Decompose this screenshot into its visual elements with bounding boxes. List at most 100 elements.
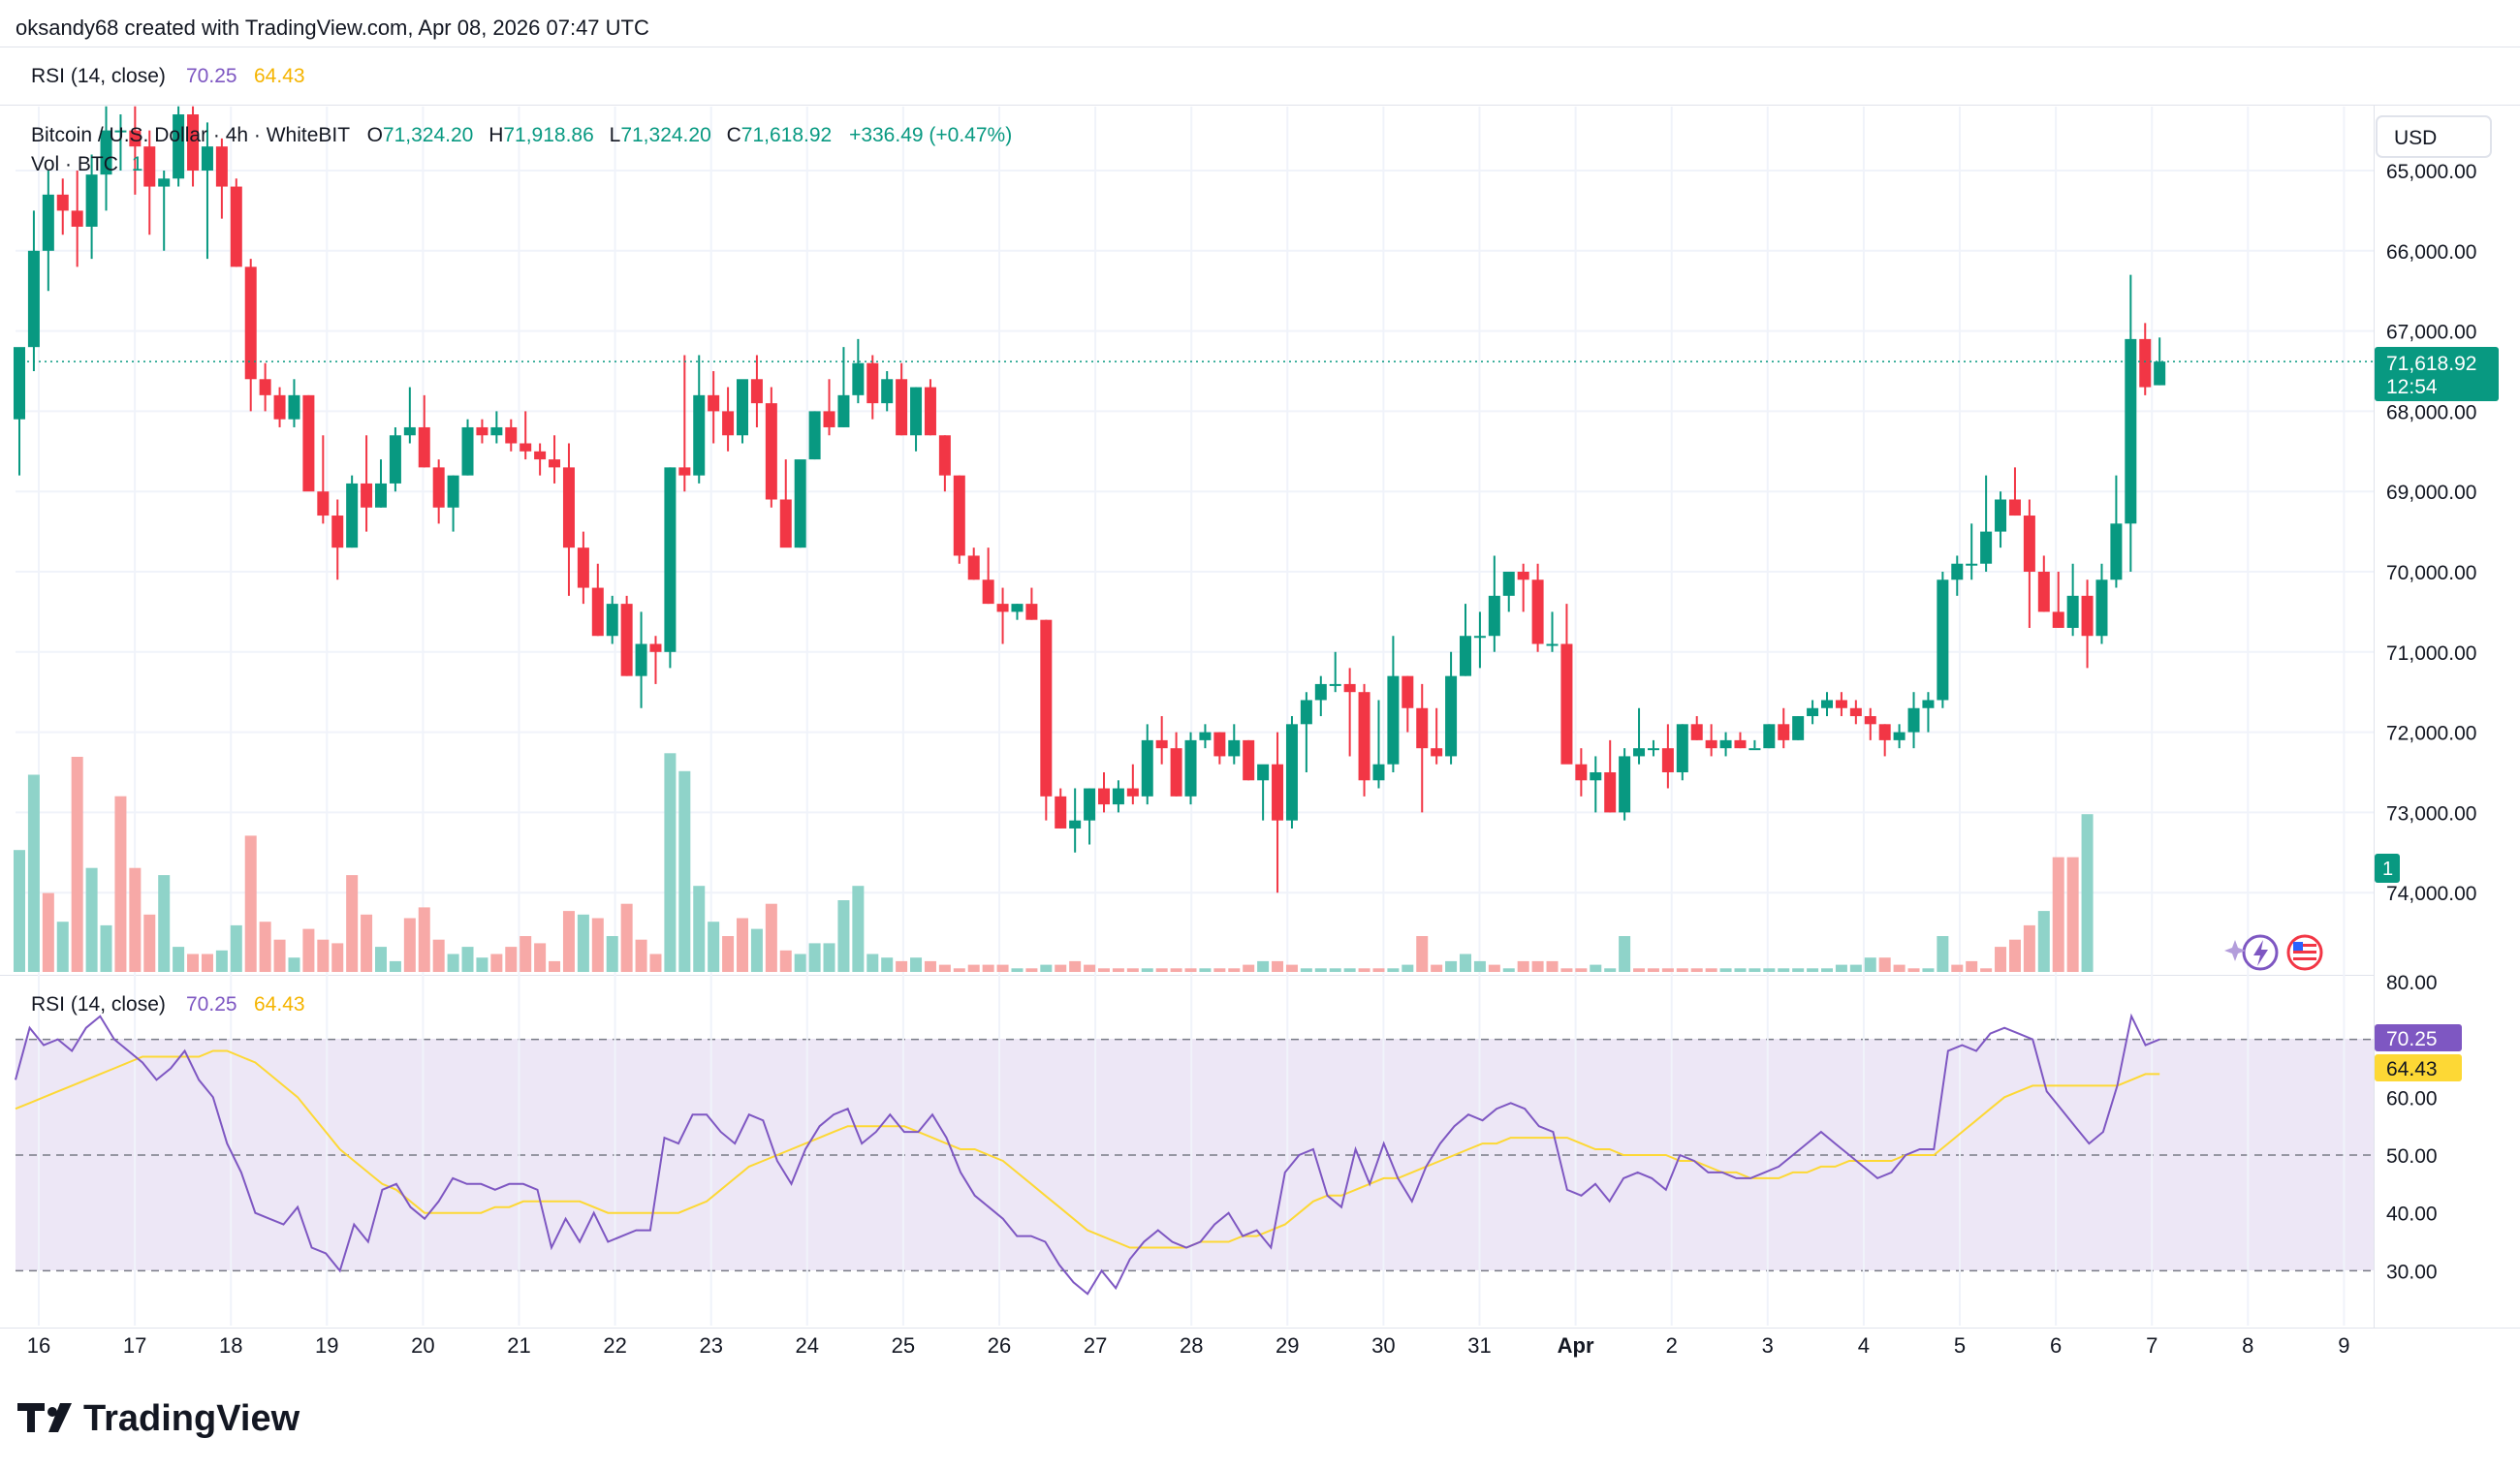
volume-bar [187,954,200,972]
candle-body [1170,748,1182,797]
volume-bar [1213,968,1226,972]
volume-bar [1358,968,1370,972]
candle-body [967,555,980,580]
top-rsi-label[interactable]: RSI (14, close) [31,65,166,87]
volume-bar [114,796,127,972]
volume-bar [606,936,618,972]
candle-body [635,643,647,676]
volume-bar [549,960,561,972]
volume-bar [1734,968,1747,972]
volume-bar [1531,960,1544,972]
candle-body [1590,772,1602,781]
volume-bar [1864,957,1876,972]
volume-bar [375,947,387,972]
volume-bar [1416,936,1429,972]
rsi-badge [2375,1024,2462,1051]
volume-bar [346,875,359,972]
symbol-legend: Bitcoin / U.S. Dollar · 4h · WhiteBIT O7… [31,124,1012,146]
candle-body [1995,499,2007,532]
volume-bar [1473,960,1486,972]
rsi-ma-line [15,1049,2160,1249]
symbol-name[interactable]: Bitcoin / U.S. Dollar · 4h · WhiteBIT [31,124,350,146]
volume-bar [273,939,286,972]
time-tick-label: 31 [1467,1333,1491,1358]
us-flag-icon[interactable] [2286,934,2323,971]
volume-bar [2081,814,2094,972]
volume-bar [1170,968,1182,972]
volume-bar [1922,968,1935,972]
candle-body [1763,724,1776,749]
volume-bar [2052,857,2064,972]
volume-bar [1719,968,1732,972]
volume-bar [1243,964,1255,972]
candle-body [375,483,387,508]
volume-bar [852,886,865,972]
candle-body [1141,739,1153,797]
volume-bar [591,918,604,972]
candle-body [2037,572,2050,612]
volume-bar [1619,936,1631,972]
volume-bar [259,922,271,972]
volume-value: 1 [132,153,143,175]
volume-bar [1575,968,1588,972]
volume-bar [2008,939,2021,972]
volume-bar [967,964,980,972]
candle-body [273,394,286,420]
candle-body [288,394,300,420]
candle-body [1907,707,1920,733]
time-tick-label: 5 [1954,1333,1966,1358]
candle-body [1575,764,1588,781]
top-rsi-value: 70.25 [186,65,237,87]
candle-body [708,394,720,412]
volume-label[interactable]: Vol · BTC [31,153,118,175]
candle-body [779,499,792,548]
volume-bar [808,943,821,972]
candle-body [808,411,821,460]
volume-bar [1647,968,1659,972]
rsi-label[interactable]: RSI (14, close) [31,993,166,1016]
volume-bar [2037,911,2050,972]
candle-body [1098,788,1110,805]
candle-body [953,475,965,556]
candle-body [1878,724,1891,740]
rsi-tick-label: 30.00 [2386,1261,2438,1283]
candle-body [938,435,951,476]
volume-bar [476,957,488,972]
candle-body [1531,579,1544,644]
close-label: C [727,124,741,146]
time-tick-label: 20 [411,1333,434,1358]
candle-body [1734,739,1747,749]
candle-body [1546,643,1559,646]
volume-bar [1431,964,1443,972]
candle-body [1560,643,1573,765]
candle-body [2066,595,2079,628]
volume-bar [1228,968,1241,972]
time-tick-label: 26 [988,1333,1011,1358]
volume-bar [1560,968,1573,972]
candle-body [1517,572,1529,580]
lightning-icon[interactable] [2224,934,2279,971]
last-price-text: 71,618.92 [2386,353,2476,375]
candle-body [765,403,777,500]
volume-bar [1084,964,1096,972]
candle-body [1228,739,1241,757]
candle-body [259,379,271,395]
candle-body [1431,748,1443,757]
volume-bar [1402,964,1414,972]
candle-body [881,379,894,404]
volume-bar [1849,964,1862,972]
time-tick-label: 2 [1666,1333,1678,1358]
candle-body [823,411,835,427]
candle-body [2052,611,2064,628]
last-price-badge [2375,347,2499,401]
volume-bar [1445,960,1458,972]
candle-body [1199,732,1212,740]
candle-body [432,467,445,508]
candle-body [2008,499,2021,516]
volume-bar [143,914,156,972]
currency-box[interactable] [2376,115,2492,158]
candle-body [158,178,171,187]
candle-body [549,459,561,468]
volume-bar [520,936,532,972]
